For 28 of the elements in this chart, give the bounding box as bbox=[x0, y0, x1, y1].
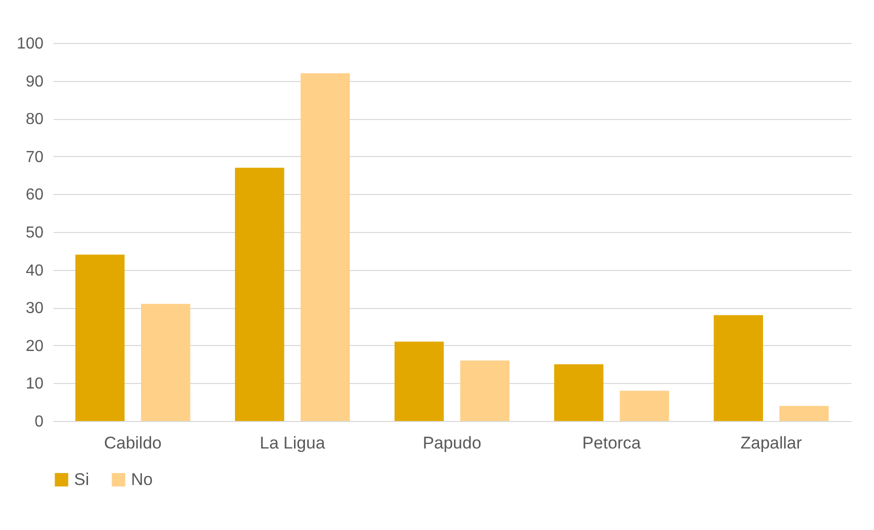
bar bbox=[75, 254, 125, 421]
y-tick-label: 80 bbox=[26, 111, 44, 128]
bar bbox=[779, 406, 829, 421]
x-tick-label: Petorca bbox=[582, 434, 642, 452]
y-tick-label: 20 bbox=[26, 338, 44, 355]
y-tick-label: 0 bbox=[34, 414, 44, 430]
x-tick-label: Papudo bbox=[422, 434, 482, 452]
y-tick-label: 90 bbox=[26, 73, 44, 90]
x-tick-label: Zapallar bbox=[740, 434, 802, 452]
bar bbox=[714, 315, 763, 421]
bar bbox=[554, 364, 604, 421]
x-tick-label: La Ligua bbox=[260, 434, 326, 452]
bar bbox=[394, 342, 444, 421]
bar bbox=[620, 390, 670, 421]
y-tick-label: 30 bbox=[26, 300, 44, 318]
y-tick-label: 60 bbox=[26, 186, 44, 204]
legend-label: No bbox=[131, 470, 153, 489]
y-tick-label: 10 bbox=[26, 376, 44, 393]
bar bbox=[234, 168, 284, 421]
bar bbox=[141, 304, 190, 421]
y-tick-label: 50 bbox=[26, 224, 44, 242]
bar bbox=[300, 73, 350, 421]
legend-label: Si bbox=[74, 470, 90, 489]
y-tick-label: 40 bbox=[26, 262, 44, 280]
y-tick-label: 70 bbox=[26, 148, 44, 166]
y-tick-label: 100 bbox=[16, 36, 44, 52]
x-tick-label: Cabildo bbox=[104, 434, 162, 452]
bar bbox=[460, 360, 510, 421]
